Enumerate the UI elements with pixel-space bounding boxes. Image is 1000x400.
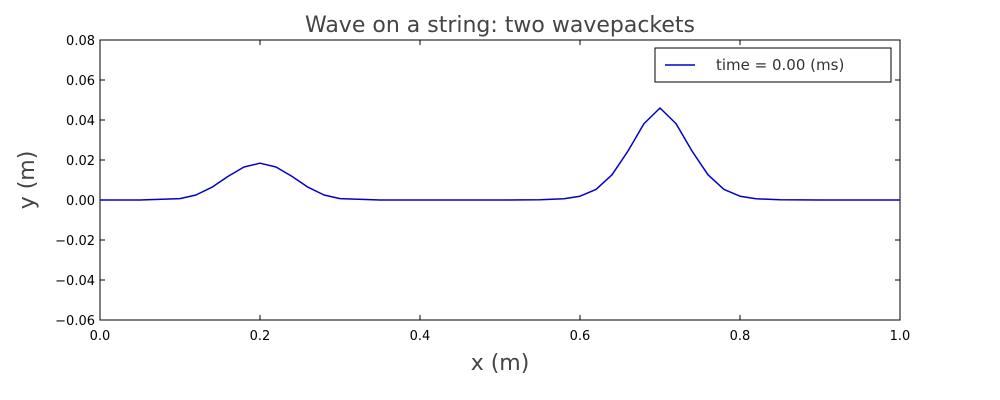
x-tick-label: 0.0 — [90, 329, 111, 344]
x-axis-label: x (m) — [471, 351, 530, 376]
y-tick-label: 0.02 — [66, 154, 95, 169]
x-tick-label: 1.0 — [890, 329, 911, 344]
x-tick-label: 0.2 — [250, 329, 271, 344]
y-tick-label: 0.08 — [66, 34, 95, 49]
y-axis-ticks: 0.08 0.06 0.04 0.02 0.00 −0.02 −0.04 −0.06 — [55, 34, 900, 329]
series-line — [100, 107, 900, 201]
chart-title: Wave on a string: two wavepackets — [305, 13, 695, 38]
y-tick-label: 0.06 — [66, 74, 95, 89]
x-tick-label: 0.8 — [730, 329, 751, 344]
x-tick-label: 0.4 — [410, 329, 431, 344]
y-tick-label: −0.04 — [55, 274, 95, 289]
series-layer — [100, 107, 900, 201]
x-axis-ticks: 0.0 0.2 0.4 0.6 0.8 1.0 — [90, 40, 911, 344]
x-tick-label: 0.6 — [570, 329, 591, 344]
y-tick-label: 0.04 — [66, 114, 95, 129]
legend-label: time = 0.00 (ms) — [716, 56, 844, 74]
legend: time = 0.00 (ms) — [654, 47, 892, 83]
y-axis-label: y (m) — [15, 151, 40, 210]
y-tick-label: −0.02 — [55, 234, 95, 249]
plot-area — [99, 39, 901, 321]
y-tick-label: −0.06 — [55, 314, 95, 329]
y-tick-label: 0.00 — [66, 194, 95, 209]
